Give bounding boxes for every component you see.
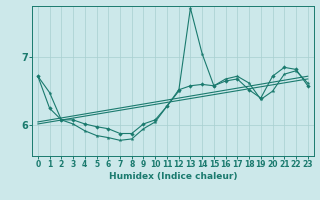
X-axis label: Humidex (Indice chaleur): Humidex (Indice chaleur) (108, 172, 237, 181)
